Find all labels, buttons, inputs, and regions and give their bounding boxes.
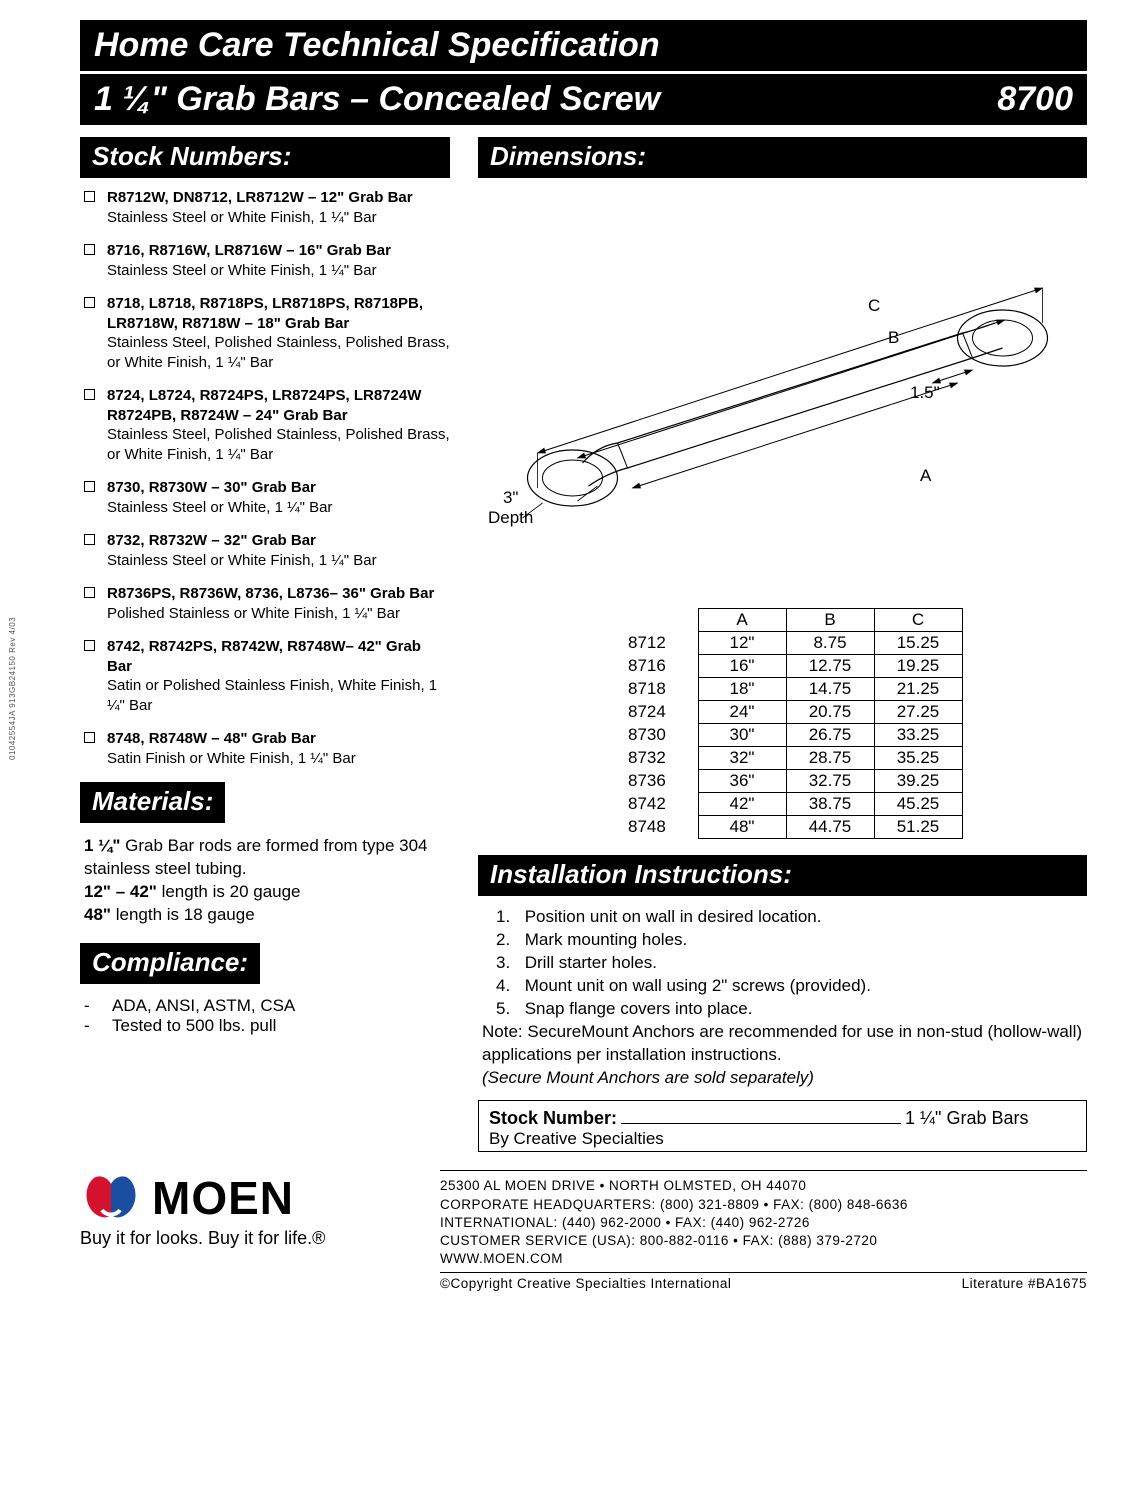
stock-item: 8742, R8742PS, R8742W, R8748W– 42" Grab … — [84, 637, 450, 715]
materials-body: 1 ¼" Grab Bar rods are formed from type … — [80, 833, 450, 943]
install-body: 1. Position unit on wall in desired loca… — [478, 906, 1087, 1090]
compliance-item: ADA, ANSI, ASTM, CSA — [112, 996, 295, 1016]
install-note-italic: (Secure Mount Anchors are sold separatel… — [482, 1067, 1083, 1090]
literature-number: Literature #BA1675 — [962, 1275, 1087, 1293]
stock-list: R8712W, DN8712, LR8712W – 12" Grab BarSt… — [80, 188, 450, 768]
table-row: 874848"44.7551.25 — [628, 816, 962, 839]
checkbox-icon — [84, 732, 95, 743]
page-header: Home Care Technical Specification — [80, 20, 1087, 71]
page-subheader: 1 ¼" Grab Bars – Concealed Screw 8700 — [80, 74, 1087, 125]
stock-item: 8716, R8716W, LR8716W – 16" Grab BarStai… — [84, 241, 450, 280]
brand-name: MOEN — [152, 1171, 294, 1225]
table-row: 873030"26.7533.25 — [628, 724, 962, 747]
depth-label: 3"Depth — [488, 488, 533, 529]
dimensions-heading: Dimensions: — [478, 137, 1087, 178]
stock-number-fill: Stock Number: 1 ¼" Grab Bars By Creative… — [478, 1100, 1087, 1153]
checkbox-icon — [84, 534, 95, 545]
stock-item: 8730, R8730W – 30" Grab BarStainless Ste… — [84, 478, 450, 517]
grab-bar-diagram: 3"Depth C B 1.5" A — [478, 188, 1087, 608]
table-row: 873232"28.7535.25 — [628, 747, 962, 770]
footer-contact: 25300 AL MOEN DRIVE • NORTH OLMSTED, OH … — [440, 1170, 1087, 1293]
checkbox-icon — [84, 244, 95, 255]
install-step: 5. Snap flange covers into place. — [496, 998, 1083, 1021]
dimensions-table: ABC871212"8.7515.25871616"12.7519.258718… — [628, 608, 963, 839]
stock-number-blank[interactable] — [621, 1105, 901, 1125]
header-code: 8700 — [997, 80, 1073, 119]
table-row: 872424"20.7527.25 — [628, 701, 962, 724]
dim-label-c: C — [868, 296, 880, 316]
table-row: 873636"32.7539.25 — [628, 770, 962, 793]
install-heading: Installation Instructions: — [478, 855, 1087, 896]
copyright: ©Copyright Creative Specialties Internat… — [440, 1275, 731, 1293]
table-row: 871212"8.7515.25 — [628, 632, 962, 655]
compliance-item: Tested to 500 lbs. pull — [112, 1016, 276, 1036]
install-step: 4. Mount unit on wall using 2" screws (p… — [496, 975, 1083, 998]
checkbox-icon — [84, 481, 95, 492]
stock-item: R8712W, DN8712, LR8712W – 12" Grab BarSt… — [84, 188, 450, 227]
dim-label-a: A — [920, 466, 931, 486]
stock-item: 8732, R8732W – 32" Grab BarStainless Ste… — [84, 531, 450, 570]
stock-item: 8724, L8724, R8724PS, LR8724PS, LR8724W … — [84, 386, 450, 464]
checkbox-icon — [84, 297, 95, 308]
header-title: Home Care Technical Specification — [94, 26, 1073, 65]
stock-item: R8736PS, R8736W, 8736, L8736– 36" Grab B… — [84, 584, 450, 623]
table-row: 871616"12.7519.25 — [628, 655, 962, 678]
install-step: 2. Mark mounting holes. — [496, 929, 1083, 952]
table-row: 874242"38.7545.25 — [628, 793, 962, 816]
checkbox-icon — [84, 389, 95, 400]
checkbox-icon — [84, 191, 95, 202]
table-row: 871818"14.7521.25 — [628, 678, 962, 701]
checkbox-icon — [84, 587, 95, 598]
header-subtitle: 1 ¼" Grab Bars – Concealed Screw — [94, 80, 660, 119]
moen-logo-icon — [80, 1170, 142, 1226]
install-step: 3. Drill starter holes. — [496, 952, 1083, 975]
brand-tagline: Buy it for looks. Buy it for life.® — [80, 1228, 410, 1249]
stock-item: 8718, L8718, R8718PS, LR8718PS, R8718PB,… — [84, 294, 450, 372]
dim-label-b: B — [888, 328, 899, 348]
compliance-heading: Compliance: — [80, 943, 260, 984]
stock-item: 8748, R8748W – 48" Grab BarSatin Finish … — [84, 729, 450, 768]
compliance-body: -ADA, ANSI, ASTM, CSA -Tested to 500 lbs… — [80, 994, 450, 1048]
stock-heading: Stock Numbers: — [80, 137, 450, 178]
materials-heading: Materials: — [80, 782, 225, 823]
brand-logo-block: MOEN Buy it for looks. Buy it for life.® — [80, 1170, 410, 1249]
dim-label-15: 1.5" — [910, 383, 940, 403]
checkbox-icon — [84, 640, 95, 651]
side-print-code: 01042554JA 913GB24150 Rev 4/03 — [8, 617, 17, 760]
install-step: 1. Position unit on wall in desired loca… — [496, 906, 1083, 929]
